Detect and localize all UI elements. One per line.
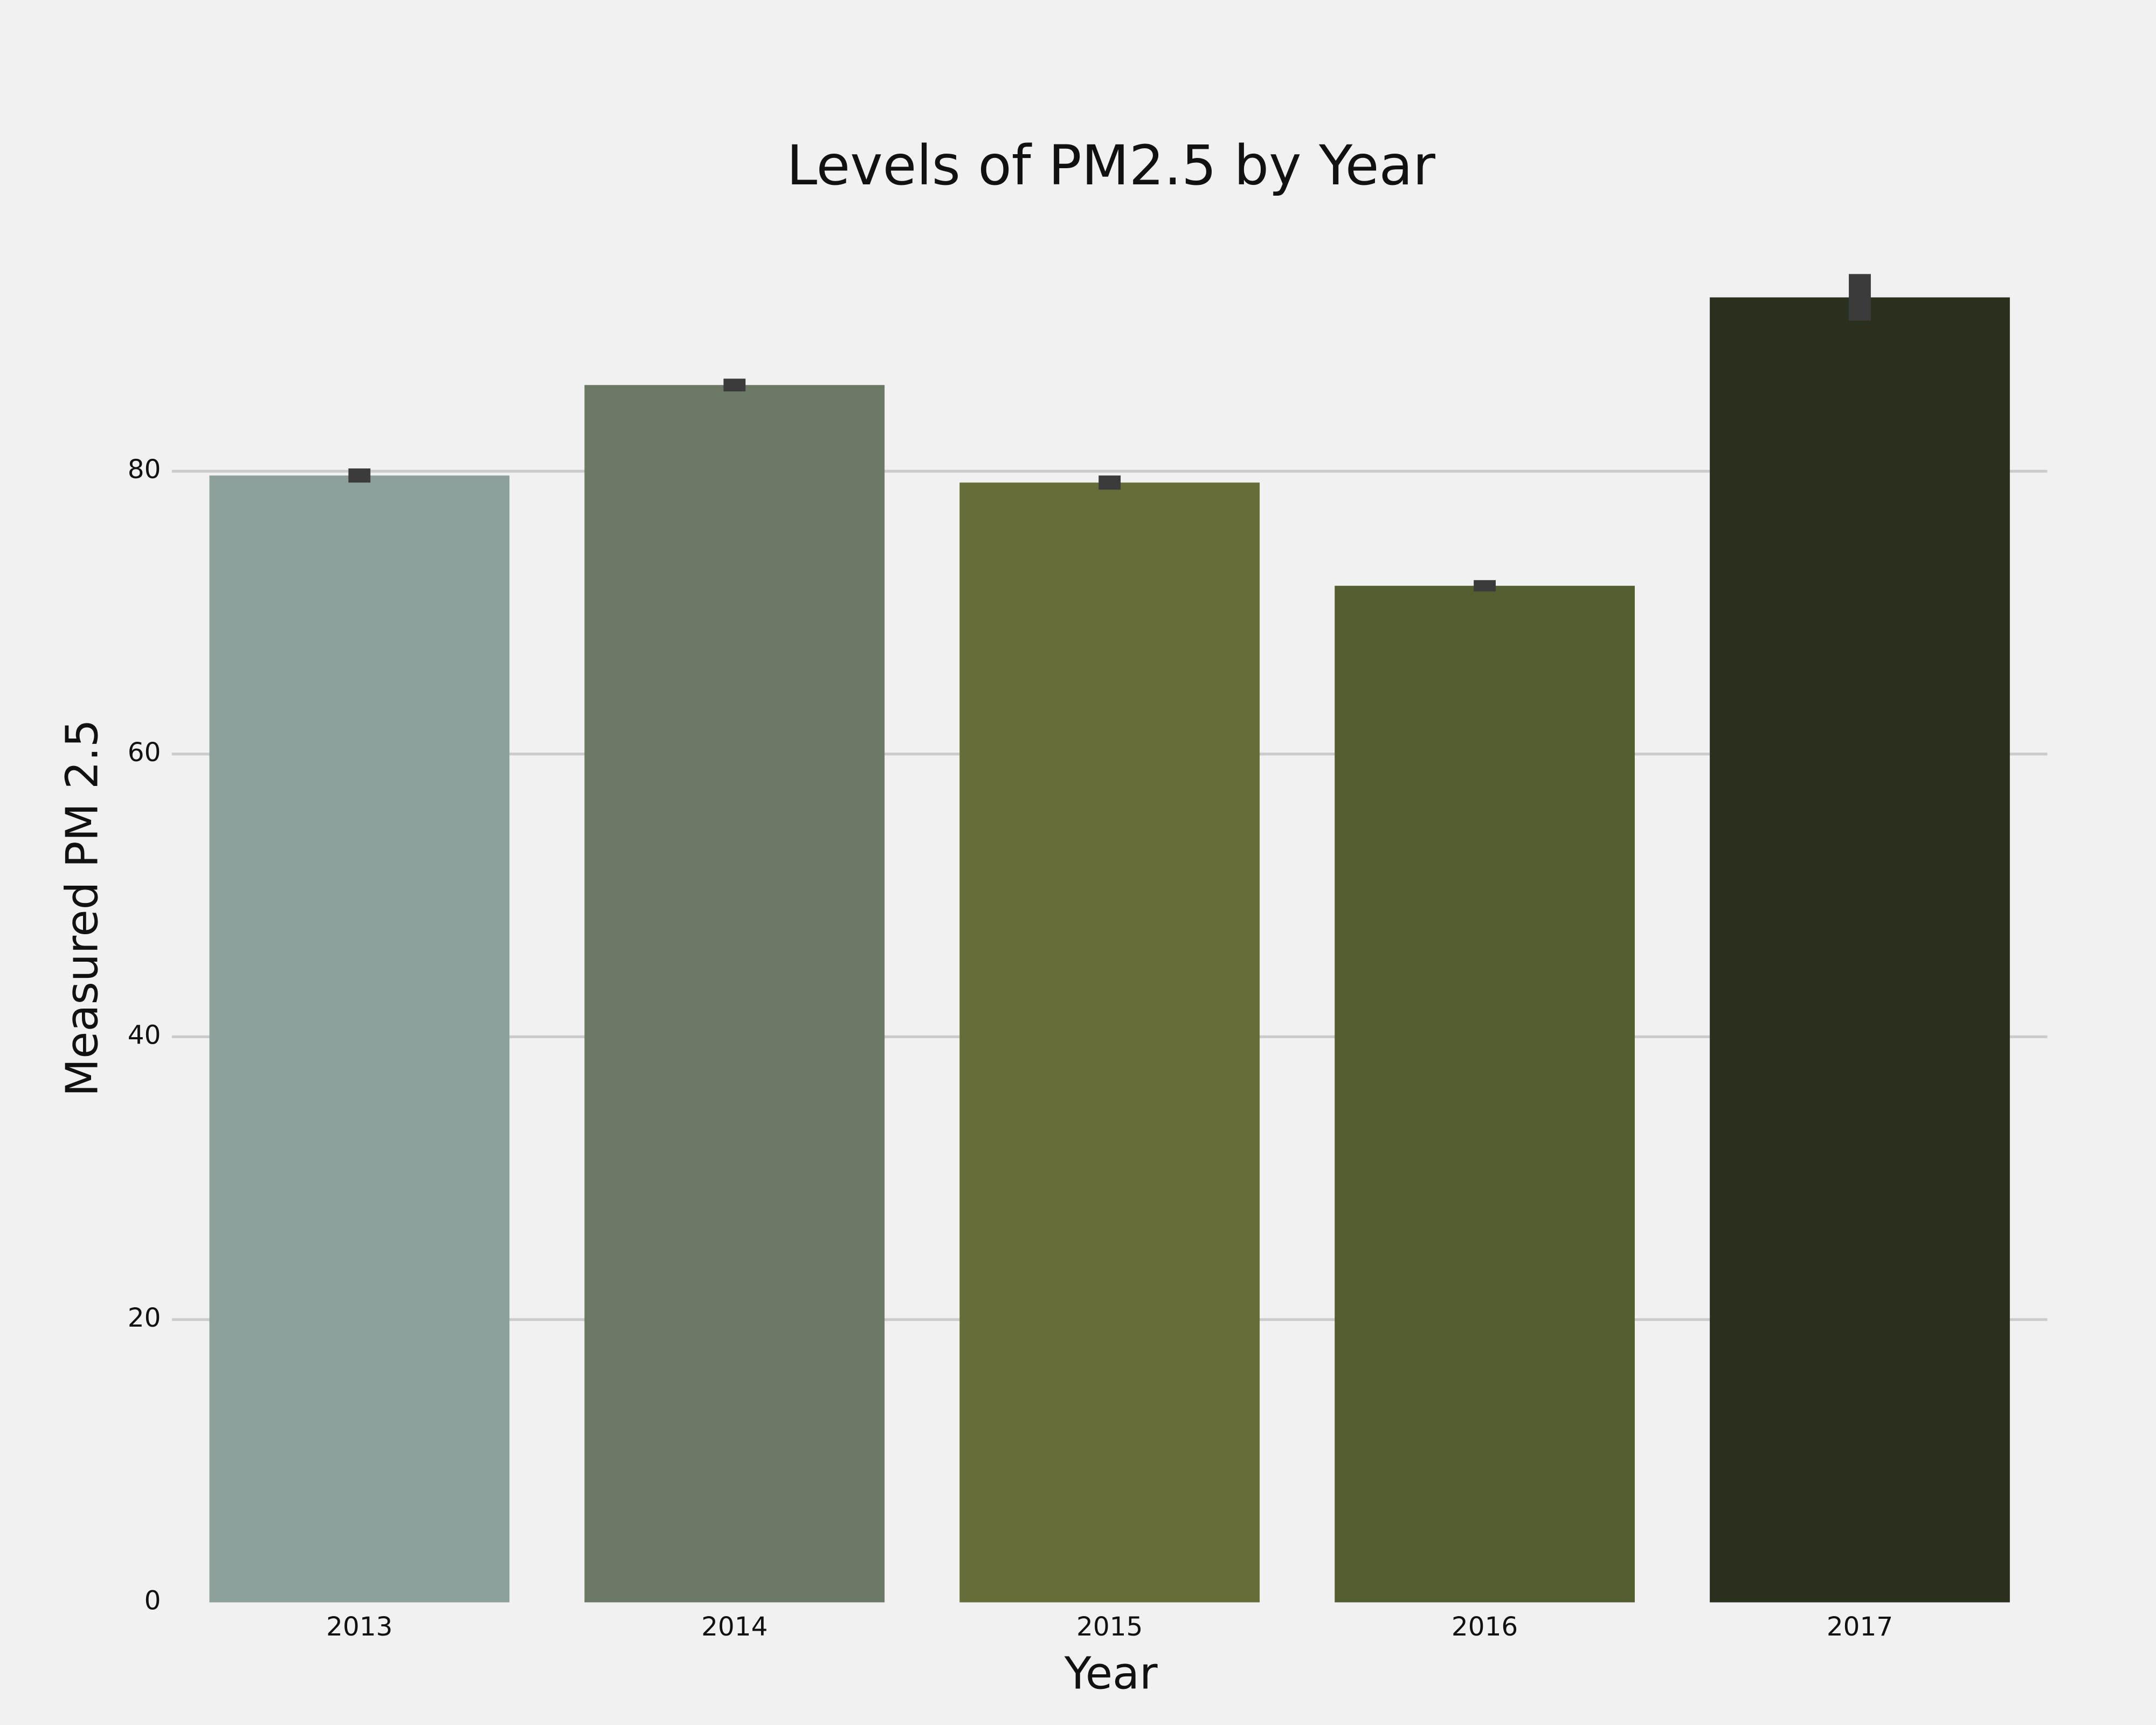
bar [584,385,885,1603]
y-tick-label: 80 [128,454,161,485]
error-bar [723,378,746,392]
y-tick-label: 40 [128,1020,161,1050]
error-bar [348,468,371,483]
x-tick-label: 2013 [326,1612,392,1642]
chart-title: Levels of PM2.5 by Year [786,134,1435,198]
error-bar [1849,274,1871,321]
x-tick-label: 2015 [1076,1612,1143,1642]
x-tick-label: 2017 [1827,1612,1893,1642]
bar [959,482,1260,1603]
y-axis-label: Measured PM 2.5 [57,719,108,1096]
x-axis-label: Year [1064,1648,1158,1700]
bar [209,475,510,1603]
y-tick-label: 20 [128,1303,161,1333]
y-tick-label: 0 [144,1585,161,1616]
error-bar [1474,580,1496,592]
error-bar [1098,475,1121,490]
bar [1335,585,1635,1603]
x-tick-label: 2016 [1452,1612,1518,1642]
x-tick-label: 2014 [701,1612,768,1642]
bar [1710,297,2010,1603]
y-tick-label: 60 [128,737,161,768]
